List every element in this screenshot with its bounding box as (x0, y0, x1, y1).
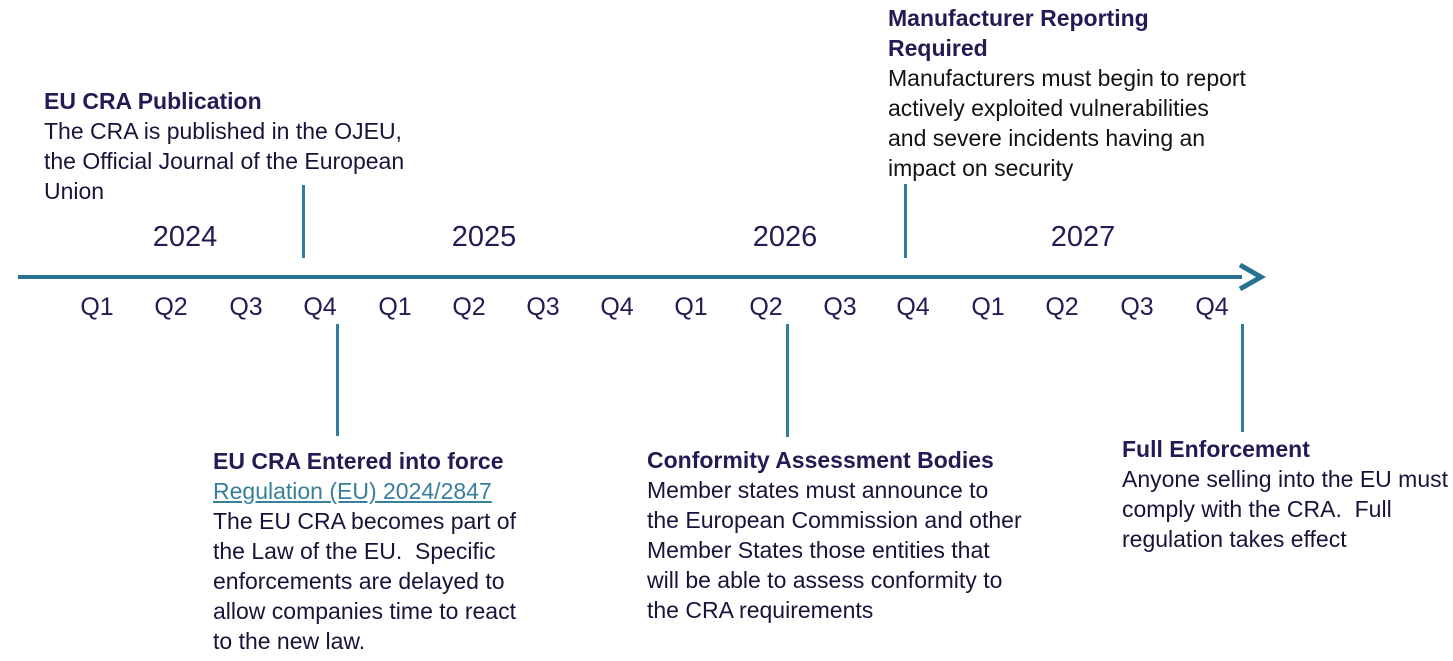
event-body-full-enforcement: Anyone selling into the EU must comply w… (1122, 466, 1449, 552)
event-body-conformity: Member states must announce to the Europ… (647, 477, 1022, 623)
quarter-label-2027-q3: Q3 (1120, 293, 1154, 321)
year-label-2025: 2025 (451, 221, 517, 253)
tick-publication (302, 185, 305, 258)
quarter-label-2026-q3: Q3 (823, 293, 857, 321)
quarter-label-2025-q4: Q4 (600, 293, 634, 321)
quarter-label-2026-q2: Q2 (749, 293, 783, 321)
tick-full-enforcement (1241, 324, 1244, 432)
event-conformity-assessment-bodies: Conformity Assessment Bodies Member stat… (647, 445, 1047, 625)
event-title-manufacturer-reporting: Manufacturer Reporting Required (888, 5, 1149, 61)
timeline-arrowhead-icon (1238, 262, 1266, 292)
regulation-link[interactable]: Regulation (EU) 2024/2847 (213, 478, 492, 504)
event-title-full-enforcement: Full Enforcement (1122, 436, 1310, 462)
tick-manufacturer-reporting (904, 184, 907, 258)
quarter-label-2027-q4: Q4 (1195, 293, 1229, 321)
quarter-label-2025-q1: Q1 (378, 293, 412, 321)
quarter-label-2024-q3: Q3 (229, 293, 263, 321)
event-manufacturer-reporting: Manufacturer Reporting Required Manufact… (888, 3, 1292, 183)
quarter-label-2025-q2: Q2 (452, 293, 486, 321)
event-body-manufacturer-reporting: Manufacturers must begin to report activ… (888, 65, 1246, 181)
event-title-publication: EU CRA Publication (44, 88, 262, 114)
quarter-label-2024-q2: Q2 (154, 293, 188, 321)
year-label-2026: 2026 (752, 221, 818, 253)
year-label-2027: 2027 (1050, 221, 1116, 253)
event-title-conformity: Conformity Assessment Bodies (647, 447, 994, 473)
quarter-label-2024-q4: Q4 (303, 293, 337, 321)
quarter-label-2026-q4: Q4 (896, 293, 930, 321)
event-title-entered-into-force: EU CRA Entered into force (213, 448, 504, 474)
event-full-enforcement: Full Enforcement Anyone selling into the… (1122, 434, 1452, 554)
tick-entered-into-force (336, 324, 339, 436)
event-eu-cra-entered-into-force: EU CRA Entered into force Regulation (EU… (213, 446, 553, 656)
timeline-axis (18, 275, 1242, 279)
year-label-2024: 2024 (152, 221, 218, 253)
quarter-label-2027-q2: Q2 (1045, 293, 1079, 321)
event-eu-cra-publication: EU CRA Publication The CRA is published … (44, 86, 434, 206)
quarter-label-2025-q3: Q3 (526, 293, 560, 321)
quarter-label-2027-q1: Q1 (971, 293, 1005, 321)
event-body-entered-into-force: The EU CRA becomes part of the Law of th… (213, 508, 516, 654)
quarter-label-2026-q1: Q1 (674, 293, 708, 321)
tick-conformity (786, 324, 789, 437)
quarter-label-2024-q1: Q1 (80, 293, 114, 321)
event-body-publication: The CRA is published in the OJEU, the Of… (44, 118, 405, 204)
